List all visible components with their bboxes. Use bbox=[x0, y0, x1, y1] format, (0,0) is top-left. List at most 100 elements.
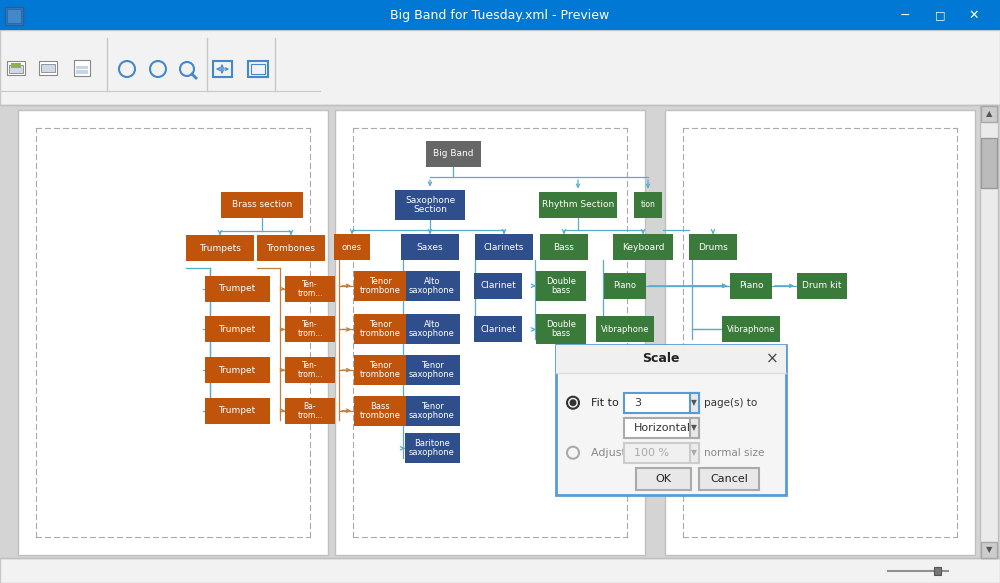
Text: Quick: Quick bbox=[35, 76, 61, 85]
Bar bbox=[475, 234, 533, 260]
Bar bbox=[536, 271, 586, 301]
Text: saxophone: saxophone bbox=[409, 286, 455, 295]
Text: Clarinet: Clarinet bbox=[480, 325, 516, 334]
Text: 50%: 50% bbox=[862, 566, 885, 576]
Text: Print: Print bbox=[6, 78, 26, 86]
Text: ones: ones bbox=[342, 243, 362, 252]
Bar bbox=[690, 442, 699, 463]
Text: Ten-: Ten- bbox=[302, 280, 318, 289]
Text: Vibraphone: Vibraphone bbox=[727, 325, 775, 334]
Bar bbox=[285, 317, 335, 342]
Bar bbox=[76, 66, 88, 69]
Text: saxophone: saxophone bbox=[409, 411, 455, 420]
Bar bbox=[596, 317, 654, 342]
Text: Ba-: Ba- bbox=[304, 402, 316, 411]
Text: ▼: ▼ bbox=[691, 423, 697, 432]
Bar bbox=[797, 273, 847, 299]
Text: trom...: trom... bbox=[297, 370, 323, 379]
Text: Trumpets: Trumpets bbox=[199, 244, 241, 252]
Text: □: □ bbox=[935, 10, 945, 20]
Bar bbox=[981, 542, 997, 558]
Text: tion: tion bbox=[641, 200, 655, 209]
Bar bbox=[74, 60, 90, 76]
Bar bbox=[251, 64, 265, 74]
Bar bbox=[0, 30, 1000, 105]
Text: trombone: trombone bbox=[360, 411, 400, 420]
Text: Tenor: Tenor bbox=[421, 402, 443, 411]
Text: Tenor: Tenor bbox=[421, 361, 443, 370]
Bar bbox=[624, 417, 699, 438]
Bar bbox=[665, 110, 975, 555]
Text: ✕: ✕ bbox=[969, 9, 979, 22]
Text: Double: Double bbox=[546, 321, 576, 329]
Text: Close: Close bbox=[282, 92, 308, 102]
Text: setup: setup bbox=[69, 83, 95, 92]
Bar bbox=[285, 276, 335, 302]
Text: Scale: Scale bbox=[642, 352, 680, 365]
Bar bbox=[699, 468, 759, 490]
Text: Zoom: Zoom bbox=[171, 92, 199, 102]
Text: Close: Close bbox=[283, 76, 307, 85]
Bar bbox=[354, 355, 406, 385]
Bar bbox=[722, 317, 780, 342]
Text: Ten-: Ten- bbox=[302, 321, 318, 329]
Text: Piano: Piano bbox=[739, 281, 763, 290]
Bar bbox=[404, 271, 460, 301]
Bar bbox=[404, 314, 460, 345]
Bar bbox=[205, 398, 270, 424]
Text: Saxes: Saxes bbox=[417, 243, 443, 252]
Bar bbox=[257, 235, 325, 261]
Text: Drums: Drums bbox=[698, 243, 728, 252]
Bar bbox=[248, 61, 268, 77]
Text: trombone: trombone bbox=[360, 286, 400, 295]
Text: trom...: trom... bbox=[297, 329, 323, 339]
Text: saxophone: saxophone bbox=[409, 448, 455, 457]
Text: Page: Page bbox=[71, 76, 93, 85]
Bar bbox=[205, 276, 270, 302]
Text: Tenor: Tenor bbox=[369, 361, 391, 370]
Bar bbox=[285, 398, 335, 424]
Bar bbox=[39, 61, 57, 75]
Bar bbox=[213, 61, 232, 77]
Text: Section: Section bbox=[413, 205, 447, 213]
Bar bbox=[934, 567, 941, 575]
Bar bbox=[0, 558, 1000, 583]
Text: Tenor: Tenor bbox=[369, 321, 391, 329]
Bar bbox=[536, 314, 586, 345]
Bar bbox=[636, 468, 691, 490]
Text: normal size: normal size bbox=[704, 448, 764, 458]
Bar bbox=[186, 235, 254, 261]
Bar bbox=[395, 189, 465, 220]
Bar bbox=[335, 110, 645, 555]
Text: Brass section: Brass section bbox=[232, 200, 292, 209]
Text: −: − bbox=[153, 61, 163, 75]
Bar bbox=[634, 192, 662, 217]
Text: −: − bbox=[900, 9, 910, 22]
Bar bbox=[205, 357, 270, 383]
Text: Big Band: Big Band bbox=[433, 149, 473, 158]
Circle shape bbox=[570, 399, 576, 406]
Bar bbox=[539, 192, 617, 217]
Text: ▼: ▼ bbox=[691, 448, 697, 457]
Bar bbox=[41, 64, 55, 72]
Text: Bass: Bass bbox=[554, 243, 574, 252]
Bar bbox=[285, 357, 335, 383]
Text: Clarinet: Clarinet bbox=[480, 281, 516, 290]
Text: In: In bbox=[123, 83, 131, 92]
Text: Clarinets: Clarinets bbox=[484, 243, 524, 252]
Text: Rhythm Section: Rhythm Section bbox=[542, 200, 614, 209]
Text: Adjust to: Adjust to bbox=[591, 448, 640, 458]
Bar bbox=[981, 106, 997, 122]
Text: Drum kit: Drum kit bbox=[802, 281, 842, 290]
Text: Trumpet: Trumpet bbox=[218, 285, 256, 293]
Text: Trumpet: Trumpet bbox=[218, 325, 256, 334]
Text: Ten-: Ten- bbox=[302, 361, 318, 370]
Text: Keyboard: Keyboard bbox=[622, 243, 664, 252]
Bar bbox=[690, 417, 699, 438]
Bar bbox=[556, 345, 786, 495]
Text: Zoom: Zoom bbox=[145, 76, 171, 85]
Bar bbox=[474, 317, 522, 342]
Bar bbox=[624, 442, 699, 463]
Text: Double: Double bbox=[546, 277, 576, 286]
Text: Alto: Alto bbox=[424, 321, 440, 329]
